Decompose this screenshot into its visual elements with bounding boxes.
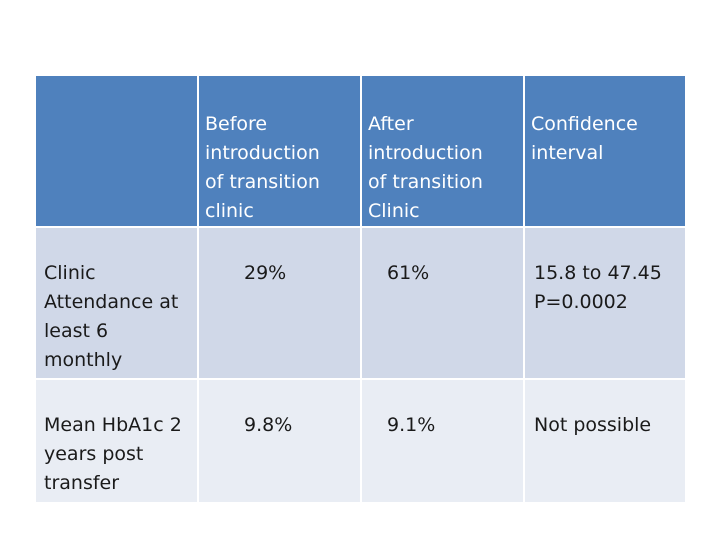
table-cell-before: 29%: [199, 228, 362, 380]
header-cell-before: Before introduction of transition clinic: [199, 76, 362, 228]
table-cell-before: 9.8%: [199, 380, 362, 502]
table-row-label: Mean HbA1c 2 years post transfer: [36, 380, 199, 502]
header-cell-empty: [36, 76, 199, 228]
attendance-before-value: 29%: [244, 262, 287, 284]
table-cell-ci: 15.8 to 47.45 P=0.0002: [525, 228, 685, 380]
table-cell-after: 61%: [362, 228, 525, 380]
hba1c-ci-value: Not possible: [534, 414, 652, 436]
table-cell-after: 9.1%: [362, 380, 525, 502]
attendance-ci-value: 15.8 to 47.45 P=0.0002: [534, 262, 662, 313]
hba1c-before-value: 9.8%: [244, 414, 293, 436]
row-label-attendance: Clinic Attendance at least 6 monthly: [44, 262, 179, 371]
header-cell-after: After introduction of transition Clinic: [362, 76, 525, 228]
header-ci-label: Confidence interval: [531, 113, 638, 164]
row-label-hba1c: Mean HbA1c 2 years post transfer: [44, 414, 182, 494]
hba1c-after-value: 9.1%: [387, 414, 436, 436]
table-row-label: Clinic Attendance at least 6 monthly: [36, 228, 199, 380]
header-cell-ci: Confidence interval: [525, 76, 685, 228]
header-after-label: After introduction of transition Clinic: [368, 113, 483, 222]
comparison-table: Before introduction of transition clinic…: [36, 76, 685, 502]
attendance-after-value: 61%: [387, 262, 430, 284]
header-before-label: Before introduction of transition clinic: [205, 113, 320, 222]
table-cell-ci: Not possible: [525, 380, 685, 502]
